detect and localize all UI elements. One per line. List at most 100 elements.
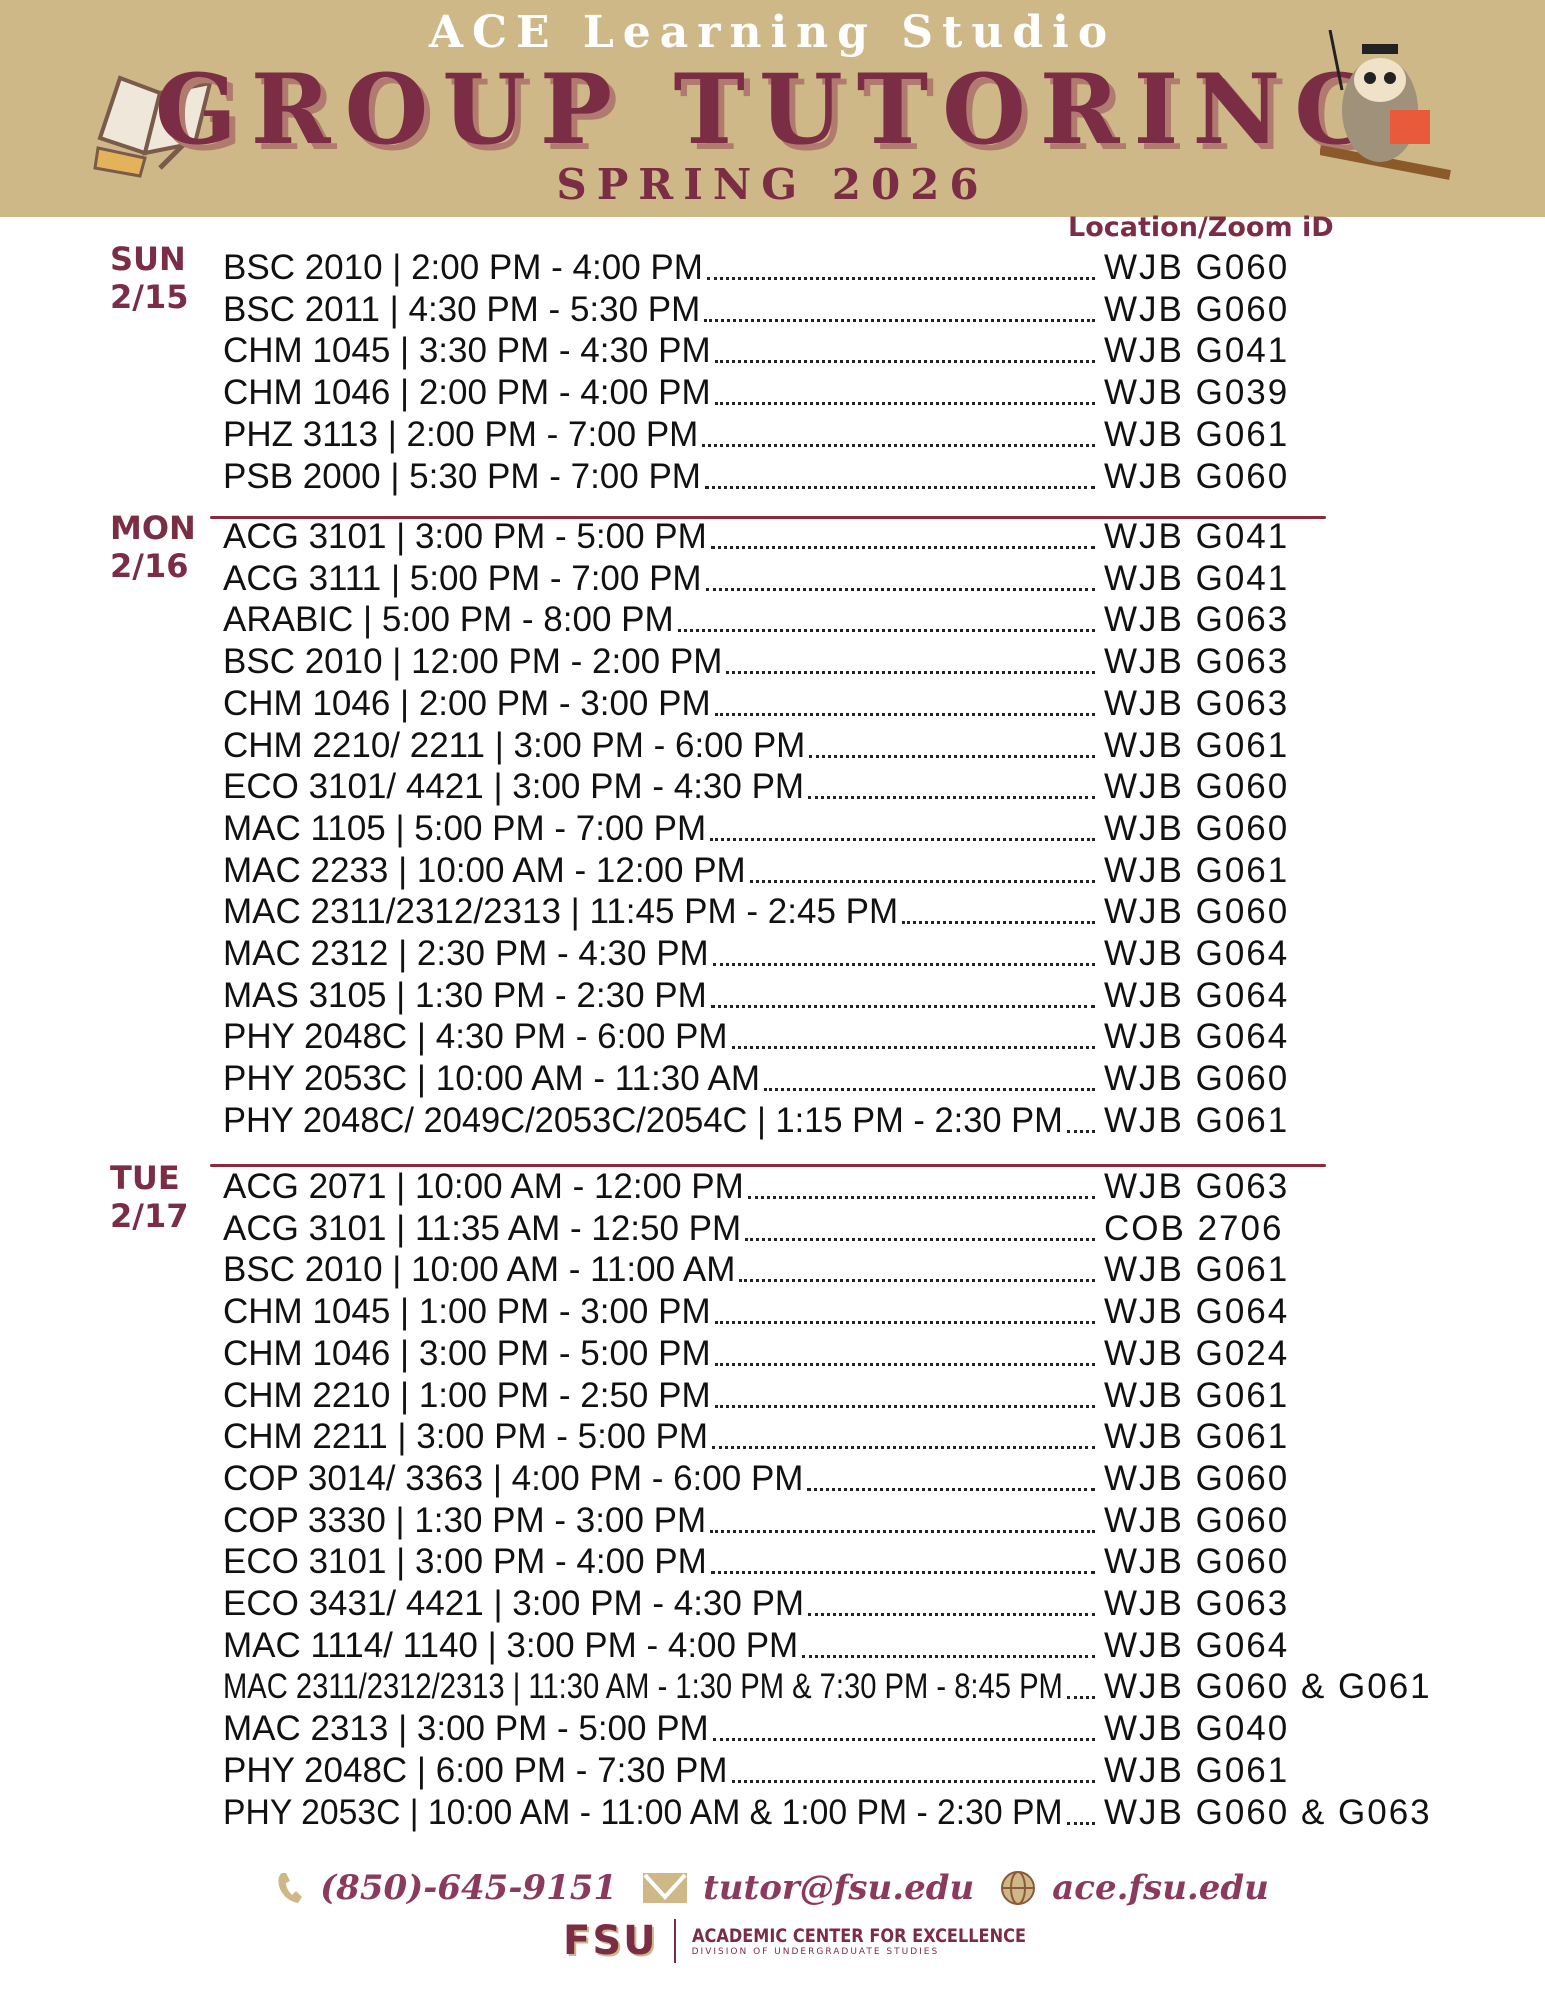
dot-leader	[764, 1085, 1095, 1092]
session-course-time: ACG 3111 | 5:00 PM - 7:00 PM	[223, 558, 702, 598]
session-course-time: PHY 2048C | 4:30 PM - 6:00 PM	[223, 1017, 728, 1057]
dot-leader	[739, 1276, 1095, 1283]
dot-leader	[705, 483, 1095, 489]
email-icon	[643, 1873, 688, 1903]
session-location: WJB G060	[1104, 1542, 1290, 1582]
session-location: WJB G060	[1104, 289, 1290, 329]
session-location: WJB G060 & G063	[1104, 1792, 1432, 1832]
session-course-time: CHM 1046 | 2:00 PM - 3:00 PM	[223, 683, 711, 723]
session-course-time: CHM 2210 | 1:00 PM - 2:50 PM	[223, 1375, 711, 1415]
session-course-time: MAC 2311/2312/2313 | 11:30 AM - 1:30 PM …	[223, 1667, 1063, 1707]
session-row: CHM 2210/ 2211 | 3:00 PM - 6:00 PM WJB G0…	[223, 726, 1423, 766]
session-course-time: MAS 3105 | 1:30 PM - 2:30 PM	[223, 975, 707, 1015]
session-location: WJB G039	[1104, 373, 1290, 413]
studio-name: ACE Learning Studio	[428, 7, 1117, 58]
session-row: PHY 2053C | 10:00 AM - 11:30 AM WJB G060	[223, 1059, 1423, 1099]
dot-leader	[1067, 1693, 1095, 1700]
session-course-time: MAC 1114/ 1140 | 3:00 PM - 4:00 PM	[223, 1625, 799, 1665]
session-location: WJB G063	[1104, 600, 1290, 640]
session-location: WJB G060	[1104, 1458, 1290, 1498]
dot-leader	[710, 835, 1095, 841]
session-course-time: MAC 2233 | 10:00 AM - 12:00 PM	[223, 850, 746, 890]
fsu-logo: FSU	[563, 1918, 658, 1964]
dot-leader	[750, 877, 1095, 883]
day-divider	[210, 1164, 1326, 1167]
website-link[interactable]: ace.fsu.edu	[1052, 1868, 1269, 1908]
open-book-icon	[93, 75, 213, 178]
dot-leader	[678, 626, 1095, 633]
dot-leader	[712, 1443, 1095, 1450]
dot-leader	[711, 543, 1095, 549]
email-link[interactable]: tutor@fsu.edu	[703, 1868, 975, 1908]
dot-leader	[711, 1568, 1095, 1575]
session-course-time: CHM 1045 | 3:30 PM - 4:30 PM	[223, 331, 711, 371]
phone-number[interactable]: (850)-645-9151	[320, 1868, 618, 1908]
session-course-time: CHM 1046 | 2:00 PM - 4:00 PM	[223, 373, 711, 413]
dot-leader	[902, 918, 1095, 925]
term-label: SPRING 2026	[556, 160, 989, 209]
session-row: BSC 2011 | 4:30 PM - 5:30 PM WJB G060	[223, 290, 1423, 330]
session-location: WJB G063	[1104, 683, 1290, 723]
session-row: BSC 2010 | 12:00 PM - 2:00 PM WJB G063	[223, 642, 1423, 682]
dot-leader	[808, 793, 1095, 800]
dot-leader	[715, 399, 1095, 406]
session-course-time: COP 3014/ 3363 | 4:00 PM - 6:00 PM	[223, 1458, 804, 1498]
session-row: COP 3330 | 1:30 PM - 3:00 PM WJB G060	[223, 1501, 1423, 1541]
dot-leader	[706, 585, 1095, 591]
dot-leader	[732, 1043, 1095, 1050]
day-date: 2/15	[110, 278, 189, 316]
dot-leader	[715, 357, 1095, 364]
session-row: PHY 2048C | 4:30 PM - 6:00 PM WJB G064	[223, 1017, 1423, 1057]
contact-bar: (850)-645-9151 tutor@fsu.edu ace.fsu.edu	[0, 1868, 1545, 1908]
session-location: WJB G061	[1104, 850, 1290, 890]
session-course-time: PSB 2000 | 5:30 PM - 7:00 PM	[223, 456, 701, 496]
session-course-time: ARABIC | 5:00 PM - 8:00 PM	[223, 600, 674, 640]
session-course-time: BSC 2010 | 10:00 AM - 11:00 AM	[223, 1250, 736, 1290]
dot-leader	[1067, 1819, 1095, 1825]
session-course-time: ACG 3101 | 3:00 PM - 5:00 PM	[223, 517, 707, 556]
session-location: WJB G060	[1104, 1059, 1290, 1099]
session-course-time: BSC 2011 | 4:30 PM - 5:30 PM	[223, 289, 701, 329]
session-location: WJB G060	[1104, 1500, 1290, 1540]
session-location: WJB G060	[1104, 248, 1290, 287]
session-course-time: PHZ 3113 | 2:00 PM - 7:00 PM	[223, 414, 699, 454]
day-name: TUE	[110, 1159, 180, 1197]
logo-divider	[673, 1919, 676, 1963]
session-location: WJB G064	[1104, 934, 1290, 973]
session-location: WJB G060	[1104, 892, 1290, 932]
session-course-time: ECO 3101/ 4421 | 3:00 PM - 4:30 PM	[223, 767, 805, 807]
dot-leader	[702, 441, 1095, 447]
session-row: PHY 2048C/ 2049C/2053C/2054C | 1:15 PM -…	[223, 1101, 1423, 1141]
session-course-time: PHY 2053C | 10:00 AM - 11:30 AM	[223, 1059, 760, 1099]
session-row: CHM 1046 | 3:00 PM - 5:00 PM WJB G024	[223, 1334, 1423, 1374]
session-location: WJB G040	[1104, 1709, 1290, 1749]
dot-leader	[745, 1235, 1095, 1241]
session-row: ACG 3101 | 3:00 PM - 5:00 PM WJB G041	[223, 517, 1423, 557]
session-row: ACG 3101 | 11:35 AM - 12:50 PM COB 2706	[223, 1209, 1423, 1249]
session-location: WJB G064	[1104, 975, 1290, 1015]
session-row: ECO 3101/ 4421 | 3:00 PM - 4:30 PM WJB G0…	[223, 767, 1423, 807]
header-banner: ACE Learning Studio GROUP TUTORING SPRIN…	[0, 0, 1545, 217]
session-row: CHM 2210 | 1:00 PM - 2:50 PM WJB G061	[223, 1376, 1423, 1416]
session-location: WJB G060	[1104, 808, 1290, 848]
session-row: PHY 2048C | 6:00 PM - 7:30 PM WJB G061	[223, 1751, 1423, 1791]
location-column-header: Location/Zoom iD	[1068, 212, 1334, 243]
session-location: WJB G060	[1104, 456, 1290, 496]
dot-leader	[710, 1527, 1095, 1533]
day-label: MON 2/16	[110, 509, 196, 585]
session-course-time: MAC 1105 | 5:00 PM - 7:00 PM	[223, 808, 707, 848]
session-course-time: CHM 2210/ 2211 | 3:00 PM - 6:00 PM	[223, 725, 806, 765]
dot-leader	[748, 1193, 1095, 1199]
dot-leader	[715, 710, 1095, 716]
session-course-time: MAC 2311/2312/2313 | 11:45 PM - 2:45 PM	[223, 892, 899, 932]
day-name: MON	[110, 509, 196, 547]
dot-leader	[732, 1777, 1095, 1783]
session-row: ARABIC | 5:00 PM - 8:00 PM WJB G063	[223, 600, 1423, 640]
session-row: ECO 3431/ 4421 | 3:00 PM - 4:30 PM WJB G0…	[223, 1584, 1423, 1624]
session-row: MAC 1105 | 5:00 PM - 7:00 PM WJB G060	[223, 809, 1423, 849]
session-row: PHY 2053C | 10:00 AM - 11:00 AM & 1:00 P…	[223, 1793, 1430, 1833]
owl-mascot-icon	[1320, 30, 1451, 180]
day-date: 2/16	[110, 547, 189, 585]
session-row: CHM 1045 | 1:00 PM - 3:00 PM WJB G064	[223, 1292, 1423, 1332]
session-row: BSC 2010 | 2:00 PM - 4:00 PM WJB G060	[223, 248, 1423, 288]
